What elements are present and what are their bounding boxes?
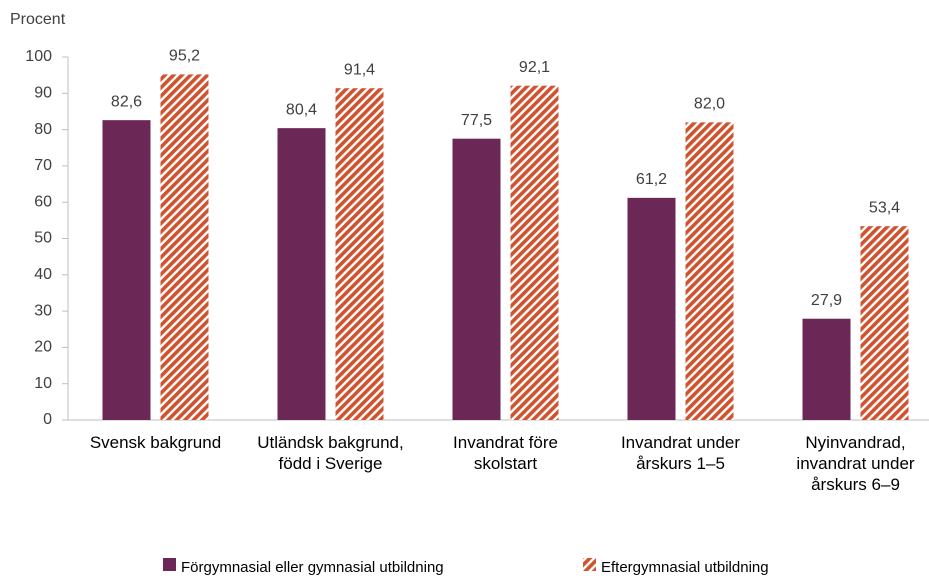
value-label: 82,0 xyxy=(694,96,725,113)
value-label: 82,6 xyxy=(111,93,142,110)
x-tick-label: Invandrat före skolstart xyxy=(453,433,558,473)
y-axis-label: Procent xyxy=(10,11,66,28)
y-tick-label: 80 xyxy=(34,121,52,138)
x-tick-label: Utländsk bakgrund, född i Sverige xyxy=(257,433,404,473)
value-label: 27,9 xyxy=(811,292,842,309)
value-label: 77,5 xyxy=(461,112,492,129)
y-tick-label: 0 xyxy=(43,411,52,428)
legend-swatch xyxy=(163,558,176,571)
bar xyxy=(685,122,734,420)
bar xyxy=(335,88,384,420)
bar xyxy=(452,138,501,421)
y-tick-label: 50 xyxy=(34,230,52,247)
legend-swatch xyxy=(583,558,596,571)
y-tick-label: 20 xyxy=(34,339,52,356)
value-label: 53,4 xyxy=(869,199,900,216)
bar xyxy=(627,197,676,420)
y-tick-label: 30 xyxy=(34,302,52,319)
x-tick-label: Invandrat under årskurs 1–5 xyxy=(620,433,741,473)
value-label: 95,2 xyxy=(169,48,200,65)
y-tick-label: 90 xyxy=(34,85,52,102)
x-tick-label: Nyinvandrad, invandrat under årskurs 6–9 xyxy=(796,433,915,494)
value-label: 91,4 xyxy=(344,61,375,78)
bar xyxy=(510,85,559,420)
bar xyxy=(160,74,209,420)
y-tick-label: 60 xyxy=(34,193,52,210)
bar xyxy=(277,128,326,420)
value-label: 80,4 xyxy=(286,101,317,118)
bar xyxy=(860,226,909,420)
y-tick-label: 70 xyxy=(34,157,52,174)
y-tick-label: 10 xyxy=(34,375,52,392)
legend-label: Förgymnasial eller gymnasial utbildning xyxy=(181,559,444,576)
y-tick-label: 40 xyxy=(34,266,52,283)
y-tick-label: 100 xyxy=(25,48,52,65)
bar xyxy=(102,120,151,421)
value-label: 61,2 xyxy=(636,171,667,188)
legend-label: Eftergymnasial utbildning xyxy=(601,559,769,576)
value-label: 92,1 xyxy=(519,59,550,76)
x-tick-label: Svensk bakgrund xyxy=(89,433,222,452)
bar xyxy=(802,318,851,420)
